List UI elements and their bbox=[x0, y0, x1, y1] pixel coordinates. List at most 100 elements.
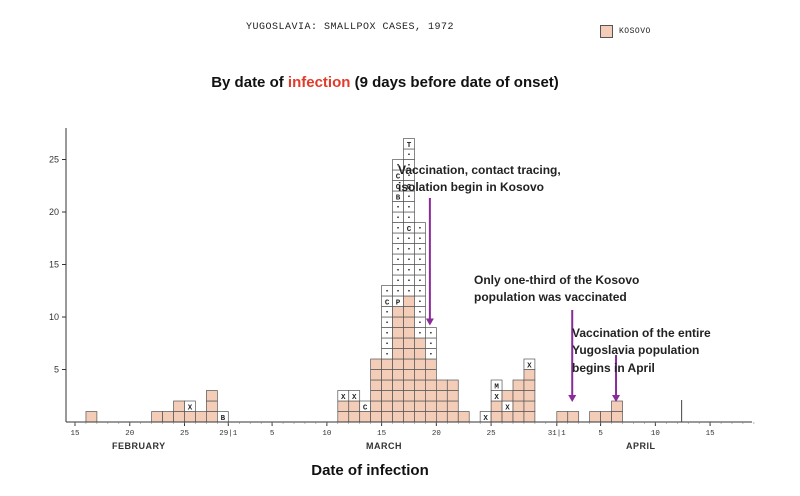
bar-cell bbox=[403, 390, 415, 402]
cell-dot bbox=[397, 279, 399, 282]
event-arrow bbox=[568, 310, 577, 402]
bar-cell bbox=[403, 411, 415, 423]
annotation-kosovo-measures: Vaccination, contact tracing, isolation … bbox=[398, 162, 598, 197]
bar-cell bbox=[370, 390, 382, 402]
event-arrow bbox=[425, 198, 434, 326]
annotation-yugoslavia-vaccination: Vaccination of the entire Yugoslavia pop… bbox=[572, 325, 772, 377]
x-tick-label: 20 bbox=[432, 430, 442, 438]
annotation-line: isolation begin in Kosovo bbox=[398, 180, 545, 195]
subtitle-highlight: infection bbox=[287, 74, 351, 91]
x-tick-label: 29|1 bbox=[219, 430, 238, 438]
bar-cell bbox=[512, 400, 525, 412]
bar-cell bbox=[392, 411, 404, 423]
bar-cell bbox=[381, 369, 393, 381]
annotation-line: Yugoslavia population bbox=[572, 343, 700, 358]
bar-cell bbox=[359, 411, 372, 423]
bar-cell bbox=[392, 337, 404, 349]
bar-cell bbox=[512, 379, 525, 391]
x-tick-label: 10 bbox=[651, 430, 661, 438]
bar-cell bbox=[403, 306, 415, 318]
x-tick-label: 10 bbox=[322, 430, 332, 438]
bar: XM bbox=[490, 379, 503, 423]
bar bbox=[370, 358, 382, 423]
cell-dot bbox=[397, 205, 399, 208]
cell-dot bbox=[408, 163, 410, 166]
arrow-head bbox=[425, 318, 434, 326]
bar-cell bbox=[425, 358, 437, 370]
chart-axis-layer: 5 10 15 20 25 15 20 25 29|1 5 10 15 20 25 31|1 5 10 15 bbox=[49, 128, 755, 438]
bar bbox=[195, 411, 207, 423]
bar-cell bbox=[403, 337, 415, 349]
bar-cell bbox=[403, 358, 415, 370]
cell-dot bbox=[397, 247, 399, 250]
cell-dot bbox=[419, 310, 421, 313]
document-title: YUGOSLAVIA: SMALLPOX CASES, 1972 bbox=[245, 22, 455, 33]
cell-marker: C bbox=[407, 184, 412, 192]
cell-dot bbox=[419, 321, 421, 324]
x-tick-label: 5 bbox=[598, 430, 603, 438]
bar-cell bbox=[414, 379, 426, 391]
bar-cell bbox=[392, 316, 404, 328]
cell-dot bbox=[408, 289, 410, 292]
cell-dot bbox=[429, 331, 432, 334]
cell-dot bbox=[408, 195, 410, 198]
month-label-april: APRIL bbox=[626, 441, 656, 451]
x-tick-label: 25 bbox=[487, 430, 497, 438]
bar-cell bbox=[370, 400, 382, 412]
y-tick-label: 20 bbox=[49, 207, 59, 217]
cell-marker: T bbox=[407, 142, 412, 150]
x-tick-label: 25 bbox=[180, 430, 190, 438]
x-tick-label: 15 bbox=[377, 430, 387, 438]
cell-dot bbox=[397, 216, 399, 219]
cell-dot bbox=[408, 247, 410, 250]
bar-cell bbox=[392, 358, 404, 370]
cell-dot bbox=[419, 289, 421, 292]
cell-dot bbox=[408, 268, 410, 271]
bar-cell bbox=[512, 390, 525, 402]
bar-cell bbox=[490, 379, 503, 391]
bar-cell bbox=[425, 400, 437, 412]
cell-dot bbox=[386, 352, 388, 355]
x-tick-label: 15 bbox=[706, 430, 716, 438]
bar bbox=[173, 400, 185, 423]
annotation-line: Vaccination, contact tracing, bbox=[398, 163, 561, 177]
bar-cell bbox=[490, 411, 503, 423]
cell-marker: C bbox=[407, 226, 412, 234]
cell-dot bbox=[408, 174, 410, 177]
bar-cell bbox=[425, 390, 437, 402]
cell-marker: X bbox=[341, 394, 346, 402]
bar-cell bbox=[446, 379, 459, 391]
cell-marker: X bbox=[527, 363, 532, 371]
bar-cell bbox=[512, 411, 525, 423]
cell-marker: M bbox=[494, 384, 499, 392]
bar-cell bbox=[567, 411, 580, 423]
bar-cell bbox=[436, 379, 448, 391]
bar bbox=[151, 411, 163, 423]
chart-subtitle: By date of infection (9 days before date… bbox=[0, 74, 770, 91]
bar-cell bbox=[425, 411, 437, 423]
bar bbox=[611, 400, 623, 423]
bar-cell bbox=[381, 400, 393, 412]
bar: X bbox=[184, 400, 196, 423]
cell-marker: X bbox=[483, 415, 488, 423]
bar-cell bbox=[436, 390, 448, 402]
arrow-head bbox=[612, 395, 621, 402]
y-tick-label: 25 bbox=[49, 155, 59, 165]
bar bbox=[589, 411, 601, 423]
bar bbox=[85, 411, 98, 423]
bar-cell bbox=[173, 411, 185, 423]
month-label-february: FEBRUARY bbox=[112, 441, 166, 451]
bar-cell bbox=[403, 138, 415, 150]
cell-dot bbox=[429, 352, 432, 355]
cell-marker: B bbox=[221, 415, 226, 423]
bar: X bbox=[337, 390, 350, 423]
bar-cell bbox=[381, 411, 393, 423]
bar bbox=[206, 390, 218, 423]
y-tick-label: 5 bbox=[54, 365, 59, 375]
bar-cell bbox=[85, 411, 98, 423]
cell-dot bbox=[397, 268, 399, 271]
legend-label: KOSOVO bbox=[619, 27, 651, 36]
chart-arrow-layer bbox=[425, 198, 621, 402]
